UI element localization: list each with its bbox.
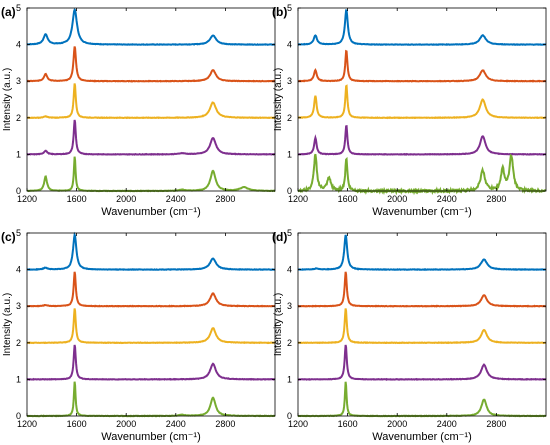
y-axis-label: Intensity (a.u.) [2,68,13,131]
series-line-4 [26,344,276,381]
x-tick-label: 1600 [338,194,358,204]
y-tick-label: 0 [287,186,292,196]
panel-label: (a) [1,5,16,19]
y-tick-label: 2 [16,113,21,123]
y-tick-label: 5 [287,3,292,13]
y-axis-label: Intensity (a.u.) [273,68,284,131]
x-axis-label: Wavenumber (cm⁻¹) [372,206,472,218]
panel-d: 1200 1600 2000 2400 2800 0 1 2 3 4 5 Wavenumber (cm… [272,228,547,443]
y-tick-label: 1 [287,149,292,159]
y-tick-label: 4 [287,40,292,50]
plot-frame [26,7,276,192]
x-tick-label: 2000 [116,419,136,429]
x-tick-label: 2400 [166,194,186,204]
y-tick-label: 2 [287,113,292,123]
y-tick-label: 0 [287,411,292,421]
series-line-3 [298,84,547,120]
x-tick-label: 1600 [67,194,87,204]
series-line-4 [26,119,276,156]
y-tick-label: 5 [287,228,292,238]
series-line-1 [26,231,276,271]
panel-c: 1200 1600 2000 2400 2800 0 1 2 3 4 5 Wavenumber (cm… [1,228,276,443]
x-axis-label: Wavenumber (cm⁻¹) [101,206,201,218]
x-tick-label: 1200 [288,194,308,204]
series-line-2 [298,49,546,83]
panel-a: 1200 1600 2000 2400 2800 0 1 2 3 4 5 Wavenumber (cm… [1,3,276,218]
series-line-1 [297,9,547,46]
series-line-2 [297,271,546,308]
y-tick-label: 4 [16,40,21,50]
x-tick-label: 2000 [387,419,407,429]
series-line-1 [27,8,275,46]
y-tick-label: 1 [16,374,21,384]
panel-b: 1200 1600 2000 2400 2800 0 1 2 3 4 5 Wavenumber (cm… [272,3,547,218]
y-tick-label: 1 [287,374,292,384]
y-tick-label: 5 [16,228,21,238]
series-line-2 [26,271,276,308]
series-line-5 [297,381,547,418]
x-tick-label: 2800 [486,419,506,429]
y-tick-label: 5 [16,3,21,13]
y-tick-label: 3 [287,301,292,311]
x-tick-label: 1200 [288,419,308,429]
x-tick-label: 2400 [437,419,457,429]
series-line-5 [26,156,276,193]
y-axis-label: Intensity (a.u.) [2,293,13,356]
x-tick-label: 2800 [215,194,235,204]
plot-frame [297,7,547,192]
y-tick-label: 0 [16,186,21,196]
series-line-3 [27,308,276,345]
series-line-5 [26,381,276,418]
y-tick-label: 4 [16,265,21,275]
x-tick-label: 1200 [17,419,37,429]
y-tick-label: 0 [16,411,21,421]
series-line-1 [297,234,547,272]
y-tick-label: 1 [16,149,21,159]
y-tick-label: 2 [287,338,292,348]
series-line-2 [26,46,276,83]
y-tick-label: 4 [287,265,292,275]
panel-label: (d) [272,230,287,244]
plot-frame [26,232,276,417]
x-tick-label: 2000 [387,194,407,204]
y-tick-label: 2 [16,338,21,348]
x-tick-label: 1200 [17,194,37,204]
x-tick-label: 2800 [486,194,506,204]
series-line-4 [297,124,546,156]
y-tick-label: 3 [16,301,21,311]
panel-label: (b) [272,5,287,19]
x-axis-label: Wavenumber (cm⁻¹) [101,431,201,443]
series-line-5 [298,153,547,196]
x-tick-label: 2000 [116,194,136,204]
x-tick-label: 2800 [215,419,235,429]
x-axis-label: Wavenumber (cm⁻¹) [372,431,472,443]
series-line-4 [297,344,547,381]
x-tick-label: 2400 [437,194,457,204]
plot-frame [297,232,547,417]
series-line-3 [27,83,276,120]
x-tick-label: 2400 [166,419,186,429]
x-tick-label: 1600 [338,419,358,429]
x-tick-label: 1600 [67,419,87,429]
panel-label: (c) [1,230,16,244]
y-tick-label: 3 [16,76,21,86]
y-axis-label: Intensity (a.u.) [273,293,284,356]
series-line-3 [297,308,546,345]
y-tick-label: 3 [287,76,292,86]
